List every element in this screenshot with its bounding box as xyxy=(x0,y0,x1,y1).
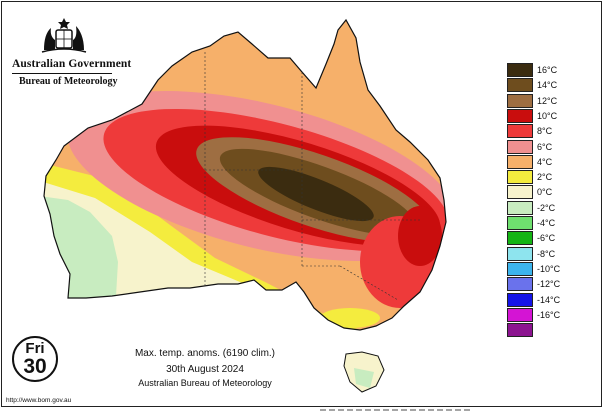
legend-swatch xyxy=(507,93,533,108)
legend-label: 10°C xyxy=(537,110,558,121)
anomaly-band-16 xyxy=(258,166,374,222)
legend-swatch xyxy=(507,170,533,185)
map-title: Max. temp. anoms. (6190 clim.) xyxy=(134,348,276,359)
legend-swatch xyxy=(507,63,533,77)
header-divider xyxy=(12,73,112,74)
anomaly-band-2-south xyxy=(320,308,380,328)
legend-swatch xyxy=(507,139,533,154)
legend-label: -8°C xyxy=(537,248,556,259)
map-frame xyxy=(1,1,602,407)
map-date: 30th August 2024 xyxy=(166,364,244,375)
legend-label: 16°C xyxy=(537,65,558,75)
legend-swatch xyxy=(507,78,533,93)
legend-label: -6°C xyxy=(537,233,556,244)
legend-swatch xyxy=(507,246,533,261)
legend-label: -12°C xyxy=(537,279,561,290)
legend-label: 0°C xyxy=(537,187,553,198)
day-badge: Fri 30 xyxy=(12,336,58,382)
legend-label: -14°C xyxy=(537,294,561,305)
agency-title: Bureau of Meteorology xyxy=(19,76,118,87)
legend-swatch xyxy=(507,261,533,276)
day-name: Fri xyxy=(25,340,45,357)
anomaly-band-10-east xyxy=(398,206,442,266)
legend-label: -16°C xyxy=(537,309,561,320)
footer-url: http://www.bom.gov.au xyxy=(6,397,72,404)
legend-label: 2°C xyxy=(537,172,553,183)
legend-label: -10°C xyxy=(537,263,561,274)
legend-label: -2°C xyxy=(537,202,556,213)
legend-swatch xyxy=(507,200,533,215)
legend-swatch xyxy=(507,292,533,307)
map-source: Australian Bureau of Meteorology xyxy=(138,378,272,388)
legend-label: -4°C xyxy=(537,218,556,228)
legend-label: 12°C xyxy=(537,95,558,106)
legend-swatch xyxy=(507,108,533,123)
day-number: 30 xyxy=(23,355,47,378)
legend-label: 8°C xyxy=(537,126,553,137)
legend-swatch xyxy=(507,231,533,246)
legend-label: 14°C xyxy=(537,80,558,91)
legend-swatch xyxy=(507,124,533,139)
legend-swatch xyxy=(507,154,533,169)
legend-swatch xyxy=(507,277,533,292)
legend-swatch xyxy=(507,216,533,230)
legend-swatch xyxy=(507,185,533,200)
government-title: Australian Government xyxy=(12,58,132,70)
australia-coastline xyxy=(43,18,447,331)
tasmania-cool-area xyxy=(354,368,374,388)
state-borders xyxy=(204,52,420,301)
legend-label: 6°C xyxy=(537,141,553,152)
legend-swatch xyxy=(507,307,533,322)
coat-of-arms-logo xyxy=(41,18,87,53)
legend-label: 4°C xyxy=(537,156,553,167)
legend-swatch xyxy=(507,323,533,338)
